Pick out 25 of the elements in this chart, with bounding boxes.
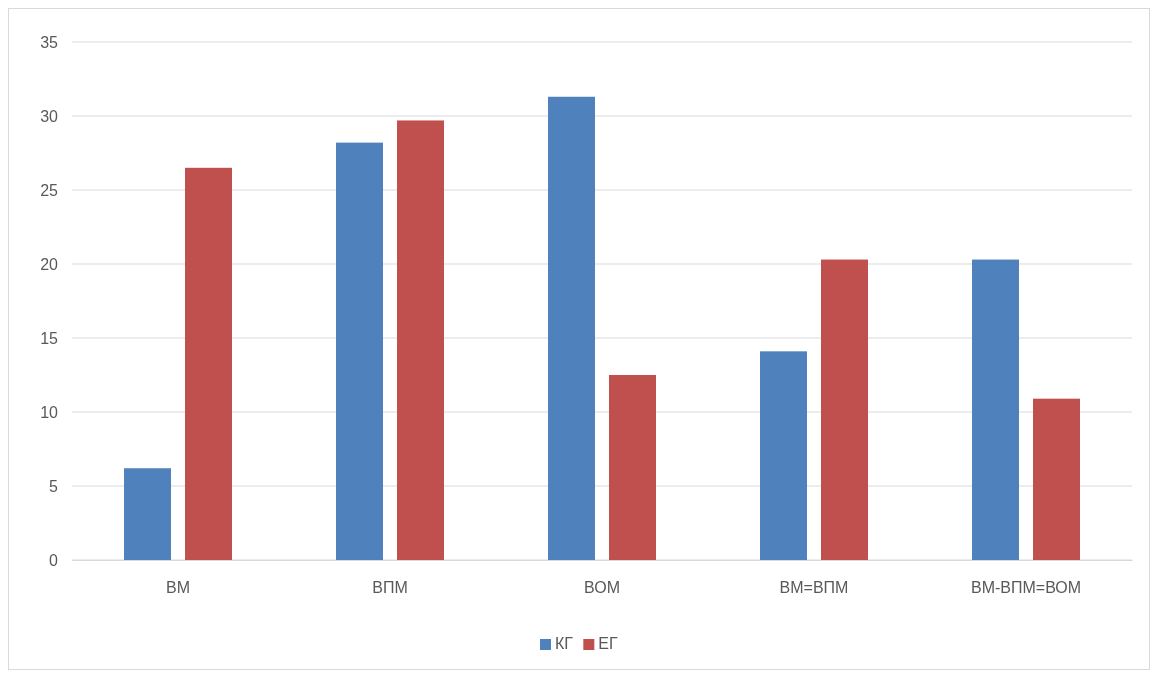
bar (972, 259, 1019, 560)
bar (336, 142, 383, 560)
bar (397, 120, 444, 560)
bar (760, 351, 807, 560)
y-tick-label: 10 (40, 403, 59, 421)
y-tick-label: 15 (40, 329, 59, 347)
bar (548, 96, 595, 560)
bar (1033, 398, 1080, 560)
bar (124, 468, 171, 560)
x-tick-label: ВМ (166, 579, 190, 597)
x-tick-label: ВОМ (584, 579, 620, 597)
bar (185, 167, 232, 560)
x-tick-label: ВМ=ВПМ (779, 579, 849, 597)
x-tick-label: ВМ-ВПМ=ВОМ (970, 579, 1082, 597)
y-tick-label: 20 (40, 255, 59, 273)
y-tick-label: 0 (49, 551, 59, 569)
y-tick-label: 25 (40, 181, 59, 199)
y-tick-label: 5 (49, 477, 59, 495)
x-tick-label: ВПМ (372, 579, 408, 597)
legend-label: КГ (555, 635, 574, 652)
legend-label: ЕГ (598, 635, 618, 652)
y-tick-label: 30 (40, 107, 59, 125)
bar (609, 375, 656, 560)
bar (821, 259, 868, 560)
y-tick-label: 35 (40, 33, 59, 51)
